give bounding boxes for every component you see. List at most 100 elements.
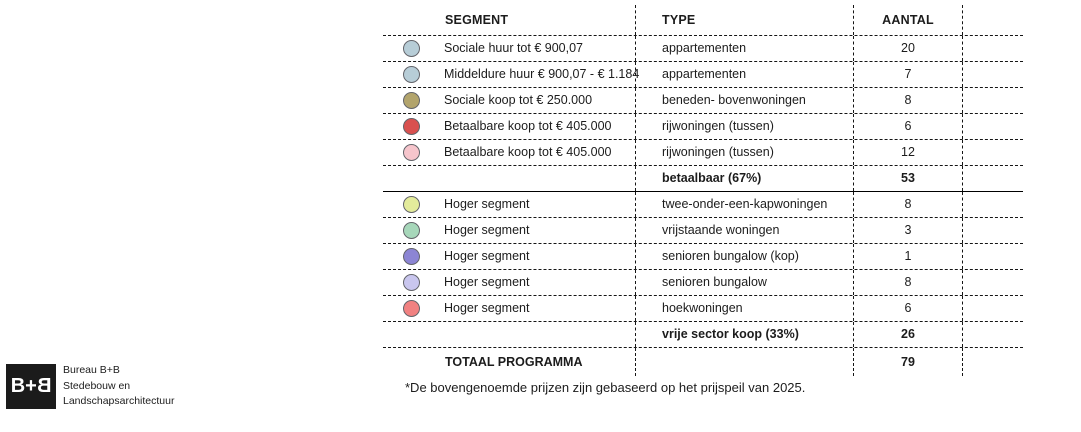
table-row: Hoger segment twee-onder-een-kapwoningen…: [383, 192, 1023, 218]
segment-cell: [383, 322, 636, 347]
table-body: Sociale huur tot € 900,07 appartementen …: [383, 36, 1023, 376]
aantal-cell: 3: [854, 218, 963, 243]
aantal-cell: 20: [854, 36, 963, 61]
segment-label: Hoger segment: [444, 249, 530, 264]
segment-cell: [383, 166, 636, 191]
empty-cell: [963, 88, 1023, 113]
segment-label: TOTAAL PROGRAMMA: [445, 354, 583, 369]
table-row: betaalbaar (67%) 53: [383, 166, 1023, 192]
table-row: Sociale koop tot € 250.000 beneden- bove…: [383, 88, 1023, 114]
empty-cell: [963, 270, 1023, 295]
segment-label: Middeldure huur € 900,07 - € 1.184: [444, 67, 640, 82]
column-header-aantal: AANTAL: [854, 5, 963, 35]
empty-cell: [963, 114, 1023, 139]
empty-cell: [963, 348, 1023, 376]
type-cell: appartementen: [636, 62, 854, 87]
type-cell: twee-onder-een-kapwoningen: [636, 192, 854, 217]
empty-cell: [963, 140, 1023, 165]
segment-cell: Hoger segment: [383, 296, 636, 321]
logo-plus: +: [25, 375, 37, 397]
table-row: TOTAAL PROGRAMMA 79: [383, 348, 1023, 376]
segment-label: Hoger segment: [444, 197, 530, 212]
aantal-cell: 8: [854, 192, 963, 217]
type-cell: appartementen: [636, 36, 854, 61]
segment-cell: Hoger segment: [383, 218, 636, 243]
segment-label: Hoger segment: [444, 223, 530, 238]
table-row: Betaalbare koop tot € 405.000 rijwoninge…: [383, 140, 1023, 166]
bureau-name-line3: Landschapsarchitectuur: [63, 395, 175, 407]
segment-label: Betaalbare koop tot € 405.000: [444, 145, 612, 160]
column-header-type: TYPE: [636, 5, 854, 35]
legend-color-dot: [403, 274, 420, 291]
legend-color-dot: [403, 300, 420, 317]
empty-cell: [963, 218, 1023, 243]
segment-cell: Hoger segment: [383, 244, 636, 269]
segment-cell: Middeldure huur € 900,07 - € 1.184: [383, 62, 640, 87]
aantal-cell: 6: [854, 296, 963, 321]
legend-color-dot: [403, 66, 420, 83]
type-cell: hoekwoningen: [636, 296, 854, 321]
logo-letter-b2-mirrored: B: [36, 375, 52, 397]
column-header-segment: SEGMENT: [383, 5, 636, 35]
segment-cell: Betaalbare koop tot € 405.000: [383, 140, 636, 165]
table-header-row: SEGMENT TYPE AANTAL: [383, 5, 1023, 36]
table-row: Hoger segment hoekwoningen 6: [383, 296, 1023, 322]
aantal-cell: 7: [854, 62, 963, 87]
aantal-cell: 8: [854, 88, 963, 113]
segment-label: Sociale koop tot € 250.000: [444, 93, 593, 108]
empty-cell: [963, 166, 1023, 191]
segment-label: Sociale huur tot € 900,07: [444, 41, 583, 56]
aantal-cell: 1: [854, 244, 963, 269]
type-cell: rijwoningen (tussen): [636, 114, 854, 139]
type-cell: senioren bungalow: [636, 270, 854, 295]
segment-cell: Betaalbare koop tot € 405.000: [383, 114, 636, 139]
segment-cell: Sociale huur tot € 900,07: [383, 36, 636, 61]
empty-cell: [963, 62, 1023, 87]
table-row: Hoger segment vrijstaande woningen 3: [383, 218, 1023, 244]
type-cell: vrije sector koop (33%): [636, 322, 854, 347]
legend-color-dot: [403, 144, 420, 161]
logo-letter-b1: B: [10, 375, 26, 397]
segment-label: Hoger segment: [444, 275, 530, 290]
price-footnote: *De bovengenoemde prijzen zijn gebaseerd…: [405, 380, 806, 395]
type-cell: beneden- bovenwoningen: [636, 88, 854, 113]
bureau-name-line2: Stedebouw en: [63, 379, 131, 392]
segment-cell: Hoger segment: [383, 270, 636, 295]
aantal-cell: 6: [854, 114, 963, 139]
empty-cell: [963, 244, 1023, 269]
empty-cell: [963, 192, 1023, 217]
segment-cell: Hoger segment: [383, 192, 636, 217]
type-cell: [636, 348, 854, 376]
aantal-cell: 53: [854, 166, 963, 191]
empty-cell: [963, 296, 1023, 321]
table-row: Betaalbare koop tot € 405.000 rijwoninge…: [383, 114, 1023, 140]
legend-color-dot: [403, 248, 420, 265]
type-cell: rijwoningen (tussen): [636, 140, 854, 165]
empty-cell: [963, 322, 1023, 347]
table-row: vrije sector koop (33%) 26: [383, 322, 1023, 348]
aantal-cell: 79: [854, 348, 963, 376]
aantal-cell: 26: [854, 322, 963, 347]
legend-color-dot: [403, 118, 420, 135]
table-row: Sociale huur tot € 900,07 appartementen …: [383, 36, 1023, 62]
legend-color-dot: [403, 196, 420, 213]
segment-label: Betaalbare koop tot € 405.000: [444, 119, 612, 134]
segment-cell: Sociale koop tot € 250.000: [383, 88, 636, 113]
bureau-name-line1: Bureau B+B: [63, 364, 120, 376]
table-row: Hoger segment senioren bungalow (kop) 1: [383, 244, 1023, 270]
bureau-bb-logo: B + B: [6, 364, 56, 409]
type-cell: senioren bungalow (kop): [636, 244, 854, 269]
table-row: Hoger segment senioren bungalow 8: [383, 270, 1023, 296]
segment-label: Hoger segment: [444, 301, 530, 316]
type-cell: betaalbaar (67%): [636, 166, 854, 191]
type-cell: vrijstaande woningen: [636, 218, 854, 243]
empty-cell: [963, 36, 1023, 61]
legend-color-dot: [403, 92, 420, 109]
housing-program-table: SEGMENT TYPE AANTAL Sociale huur tot € 9…: [383, 5, 1023, 376]
legend-color-dot: [403, 222, 420, 239]
aantal-cell: 8: [854, 270, 963, 295]
legend-color-dot: [403, 40, 420, 57]
segment-cell: TOTAAL PROGRAMMA: [383, 348, 636, 376]
table-row: Middeldure huur € 900,07 - € 1.184 appar…: [383, 62, 1023, 88]
bureau-name-block: Bureau B+B Stedebouw en Landschapsarchit…: [63, 363, 175, 410]
